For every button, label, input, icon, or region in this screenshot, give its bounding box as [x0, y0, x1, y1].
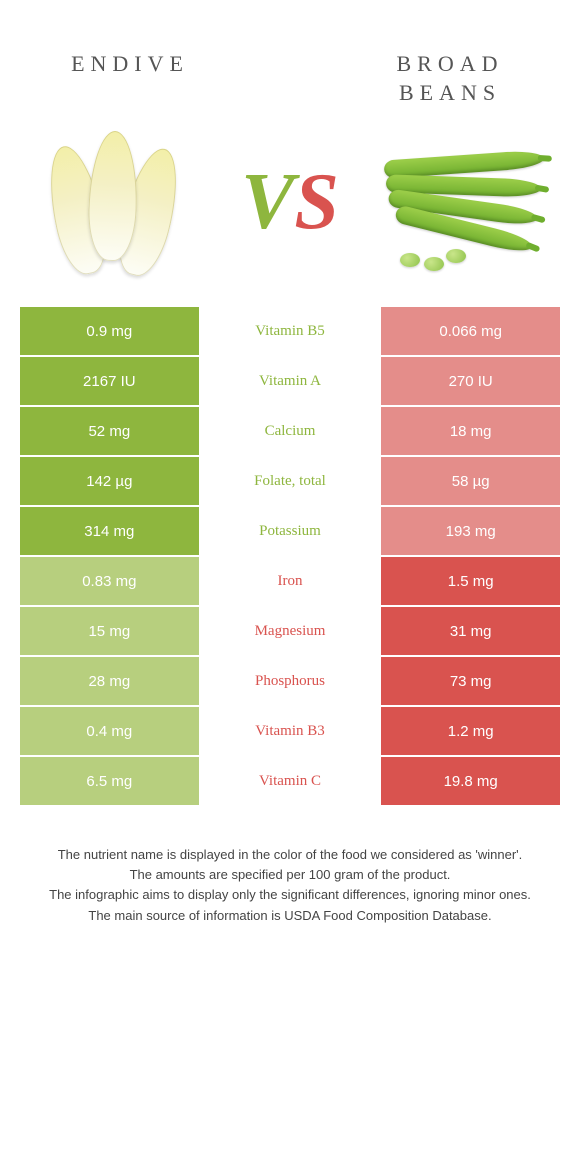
nutrient-label: Phosphorus [201, 657, 380, 705]
broad-beans-value: 193 mg [381, 507, 560, 555]
broad-beans-value: 18 mg [381, 407, 560, 455]
endive-value: 15 mg [20, 607, 199, 655]
footnotes: The nutrient name is displayed in the co… [30, 845, 550, 926]
nutrient-label: Magnesium [201, 607, 380, 655]
nutrient-label: Iron [201, 557, 380, 605]
table-row: 6.5 mgVitamin C19.8 mg [20, 757, 560, 805]
nutrient-label: Vitamin B5 [201, 307, 380, 355]
footnote-line: The infographic aims to display only the… [30, 885, 550, 905]
table-row: 15 mgMagnesium31 mg [20, 607, 560, 655]
endive-value: 0.83 mg [20, 557, 199, 605]
table-row: 2167 IUVitamin A270 IU [20, 357, 560, 405]
table-row: 0.4 mgVitamin B31.2 mg [20, 707, 560, 755]
table-row: 0.83 mgIron1.5 mg [20, 557, 560, 605]
table-row: 314 mgPotassium193 mg [20, 507, 560, 555]
nutrient-label: Vitamin B3 [201, 707, 380, 755]
left-food-title: ENDIVE [30, 50, 230, 79]
table-row: 142 µgFolate, total58 µg [20, 457, 560, 505]
footnote-line: The nutrient name is displayed in the co… [30, 845, 550, 865]
footnote-line: The amounts are specified per 100 gram o… [30, 865, 550, 885]
broad-beans-value: 19.8 mg [381, 757, 560, 805]
nutrient-label: Vitamin A [201, 357, 380, 405]
table-row: 52 mgCalcium18 mg [20, 407, 560, 455]
table-row: 0.9 mgVitamin B50.066 mg [20, 307, 560, 355]
vs-v: V [241, 158, 294, 246]
vs-label: VS [241, 157, 339, 248]
nutrient-label: Vitamin C [201, 757, 380, 805]
endive-value: 6.5 mg [20, 757, 199, 805]
nutrient-label: Calcium [201, 407, 380, 455]
broad-beans-value: 1.2 mg [381, 707, 560, 755]
endive-value: 28 mg [20, 657, 199, 705]
endive-value: 142 µg [20, 457, 199, 505]
nutrient-label: Folate, total [201, 457, 380, 505]
table-row: 28 mgPhosphorus73 mg [20, 657, 560, 705]
vs-s: S [294, 158, 339, 246]
broad-beans-value: 0.066 mg [381, 307, 560, 355]
nutrient-label: Potassium [201, 507, 380, 555]
broad-beans-value: 270 IU [381, 357, 560, 405]
endive-value: 0.4 mg [20, 707, 199, 755]
endive-value: 52 mg [20, 407, 199, 455]
footnote-line: The main source of information is USDA F… [30, 906, 550, 926]
images-row: VS [0, 117, 580, 307]
broad-beans-image [380, 122, 550, 282]
broad-beans-value: 31 mg [381, 607, 560, 655]
endive-value: 314 mg [20, 507, 199, 555]
endive-value: 0.9 mg [20, 307, 199, 355]
right-food-title: BROAD BEANS [350, 50, 550, 107]
broad-beans-value: 73 mg [381, 657, 560, 705]
broad-beans-value: 1.5 mg [381, 557, 560, 605]
broad-beans-value: 58 µg [381, 457, 560, 505]
header: ENDIVE BROAD BEANS [0, 50, 580, 117]
endive-image [30, 122, 200, 282]
nutrient-table: 0.9 mgVitamin B50.066 mg2167 IUVitamin A… [20, 307, 560, 805]
endive-value: 2167 IU [20, 357, 199, 405]
